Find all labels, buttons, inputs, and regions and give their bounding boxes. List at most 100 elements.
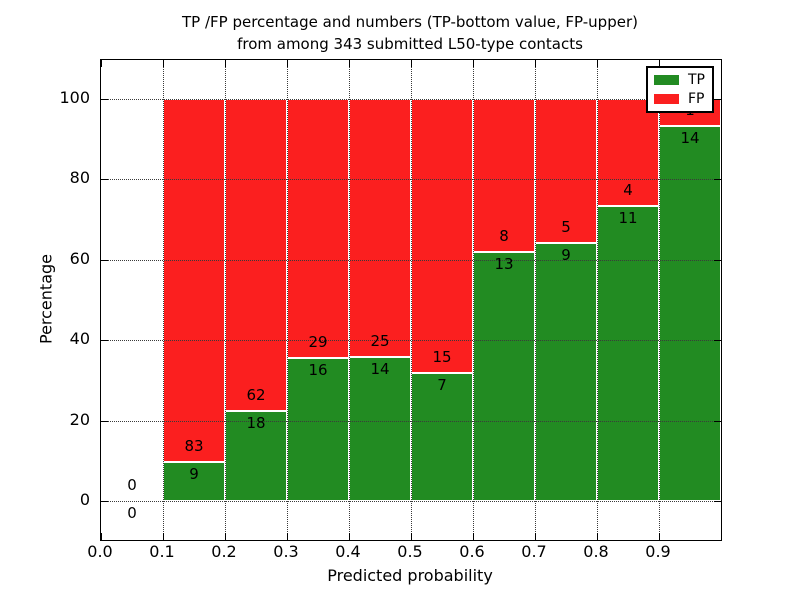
bar-fp-segment — [163, 98, 225, 462]
tp-count-label: 16 — [308, 361, 328, 380]
x-tick-label: 0.6 — [459, 542, 485, 561]
y-axis-tick — [101, 501, 108, 502]
x-tick-label: 0.5 — [397, 542, 423, 561]
y-axis-tick — [101, 420, 108, 422]
x-axis-tick — [287, 533, 288, 540]
x-tick-label: 0.0 — [87, 542, 113, 561]
tp-count-label: 18 — [246, 413, 266, 432]
bar-tp-segment — [287, 358, 349, 501]
bar-tp-segment — [535, 242, 597, 501]
legend-swatch-fp-icon — [654, 93, 679, 104]
vertical-gridline — [473, 60, 474, 540]
y-tick-label: 20 — [69, 409, 90, 429]
x-axis-tick-top — [473, 60, 474, 67]
bar-tp-segment — [349, 356, 411, 501]
y-axis-tick — [101, 179, 108, 181]
x-tick-label: 0.1 — [149, 542, 175, 561]
y-axis-tick — [101, 98, 108, 100]
fp-count-label: 5 — [561, 217, 571, 236]
tp-count-label: 14 — [680, 128, 700, 147]
vertical-gridline — [225, 60, 226, 540]
x-axis-tick — [225, 533, 226, 540]
x-axis-tick-top — [349, 60, 350, 67]
tp-count-label: 14 — [370, 359, 390, 378]
chart-title-line2: from among 343 submitted L50-type contac… — [237, 35, 583, 53]
vertical-gridline — [597, 60, 598, 540]
tp-count-label: 9 — [561, 245, 571, 264]
x-tick-label: 0.3 — [273, 542, 299, 561]
y-axis-tick-right — [714, 179, 721, 181]
x-axis-tick-top — [163, 60, 164, 67]
x-axis-tick — [597, 533, 598, 540]
legend-entry-fp: FP — [654, 91, 706, 107]
y-axis-tick — [101, 340, 108, 342]
legend-label-tp: TP — [688, 72, 705, 89]
tp-count-label: 0 — [127, 504, 137, 522]
fp-count-label: 83 — [184, 436, 204, 455]
x-axis-tick-top — [287, 60, 288, 67]
legend-entry-tp: TP — [654, 72, 706, 88]
y-axis-tick-right — [714, 340, 721, 342]
bar-fp-segment — [411, 98, 473, 374]
y-tick-label: 100 — [59, 87, 90, 107]
fp-count-label: 25 — [370, 331, 390, 350]
x-axis-tick — [659, 533, 660, 540]
x-axis-tick — [535, 533, 536, 540]
x-axis-tick — [349, 533, 350, 540]
bar-tp-segment — [597, 206, 659, 501]
y-axis-tick-right — [714, 420, 721, 422]
x-axis-tick-top — [535, 60, 536, 67]
y-tick-label: 40 — [69, 329, 90, 349]
vertical-gridline — [163, 60, 164, 540]
y-axis-tick-right — [714, 501, 721, 502]
bar-fp-segment — [287, 98, 349, 359]
fp-count-label: 0 — [127, 476, 137, 494]
y-tick-label: 80 — [69, 168, 90, 188]
x-tick-label: 0.4 — [335, 542, 361, 561]
x-axis-tick — [101, 533, 102, 540]
x-tick-label: 0.9 — [645, 542, 671, 561]
x-tick-label: 0.8 — [583, 542, 609, 561]
fp-count-label: 4 — [623, 181, 633, 200]
fp-count-label: 8 — [499, 227, 509, 246]
tp-count-label: 9 — [189, 464, 199, 483]
legend-label-fp: FP — [688, 90, 705, 107]
y-axis-tick-right — [714, 98, 721, 100]
vertical-gridline — [287, 60, 288, 540]
x-axis-tick-top — [411, 60, 412, 67]
bar-tp-segment — [225, 410, 287, 501]
x-axis-tick-top — [597, 60, 598, 67]
fp-count-label: 62 — [246, 385, 266, 404]
plot-area: 0083962182916251415781359411114 — [100, 59, 722, 541]
x-axis-label: Predicted probability — [327, 566, 493, 585]
vertical-gridline — [411, 60, 412, 540]
y-axis-tick — [101, 259, 108, 261]
vertical-gridline — [659, 60, 660, 540]
bar-fp-segment — [473, 98, 535, 253]
bar-tp-segment — [473, 252, 535, 501]
vertical-gridline — [535, 60, 536, 540]
fp-count-label: 15 — [432, 348, 452, 367]
vertical-gridline — [349, 60, 350, 540]
x-axis-tick-top — [225, 60, 226, 67]
tp-count-label: 7 — [437, 376, 447, 395]
y-tick-label: 0 — [79, 490, 90, 509]
bar-fp-segment — [349, 98, 411, 357]
x-axis-tick — [163, 533, 164, 540]
chart-title-line1: TP /FP percentage and numbers (TP-bottom… — [182, 13, 638, 31]
x-axis-tick-top — [659, 60, 660, 67]
tp-count-label: 11 — [618, 209, 638, 228]
x-tick-label: 0.2 — [211, 542, 237, 561]
x-axis-tick — [411, 533, 412, 540]
x-axis-tick-top — [101, 60, 102, 67]
x-axis-tick — [473, 533, 474, 540]
bar-tp-segment — [659, 125, 721, 501]
tp-count-label: 13 — [494, 255, 514, 274]
x-tick-label: 0.7 — [521, 542, 547, 561]
fp-count-label: 29 — [308, 333, 328, 352]
legend: TP FP — [646, 66, 714, 113]
bar-tp-segment — [163, 461, 225, 501]
legend-swatch-tp-icon — [654, 75, 679, 86]
y-tick-label: 60 — [69, 248, 90, 268]
